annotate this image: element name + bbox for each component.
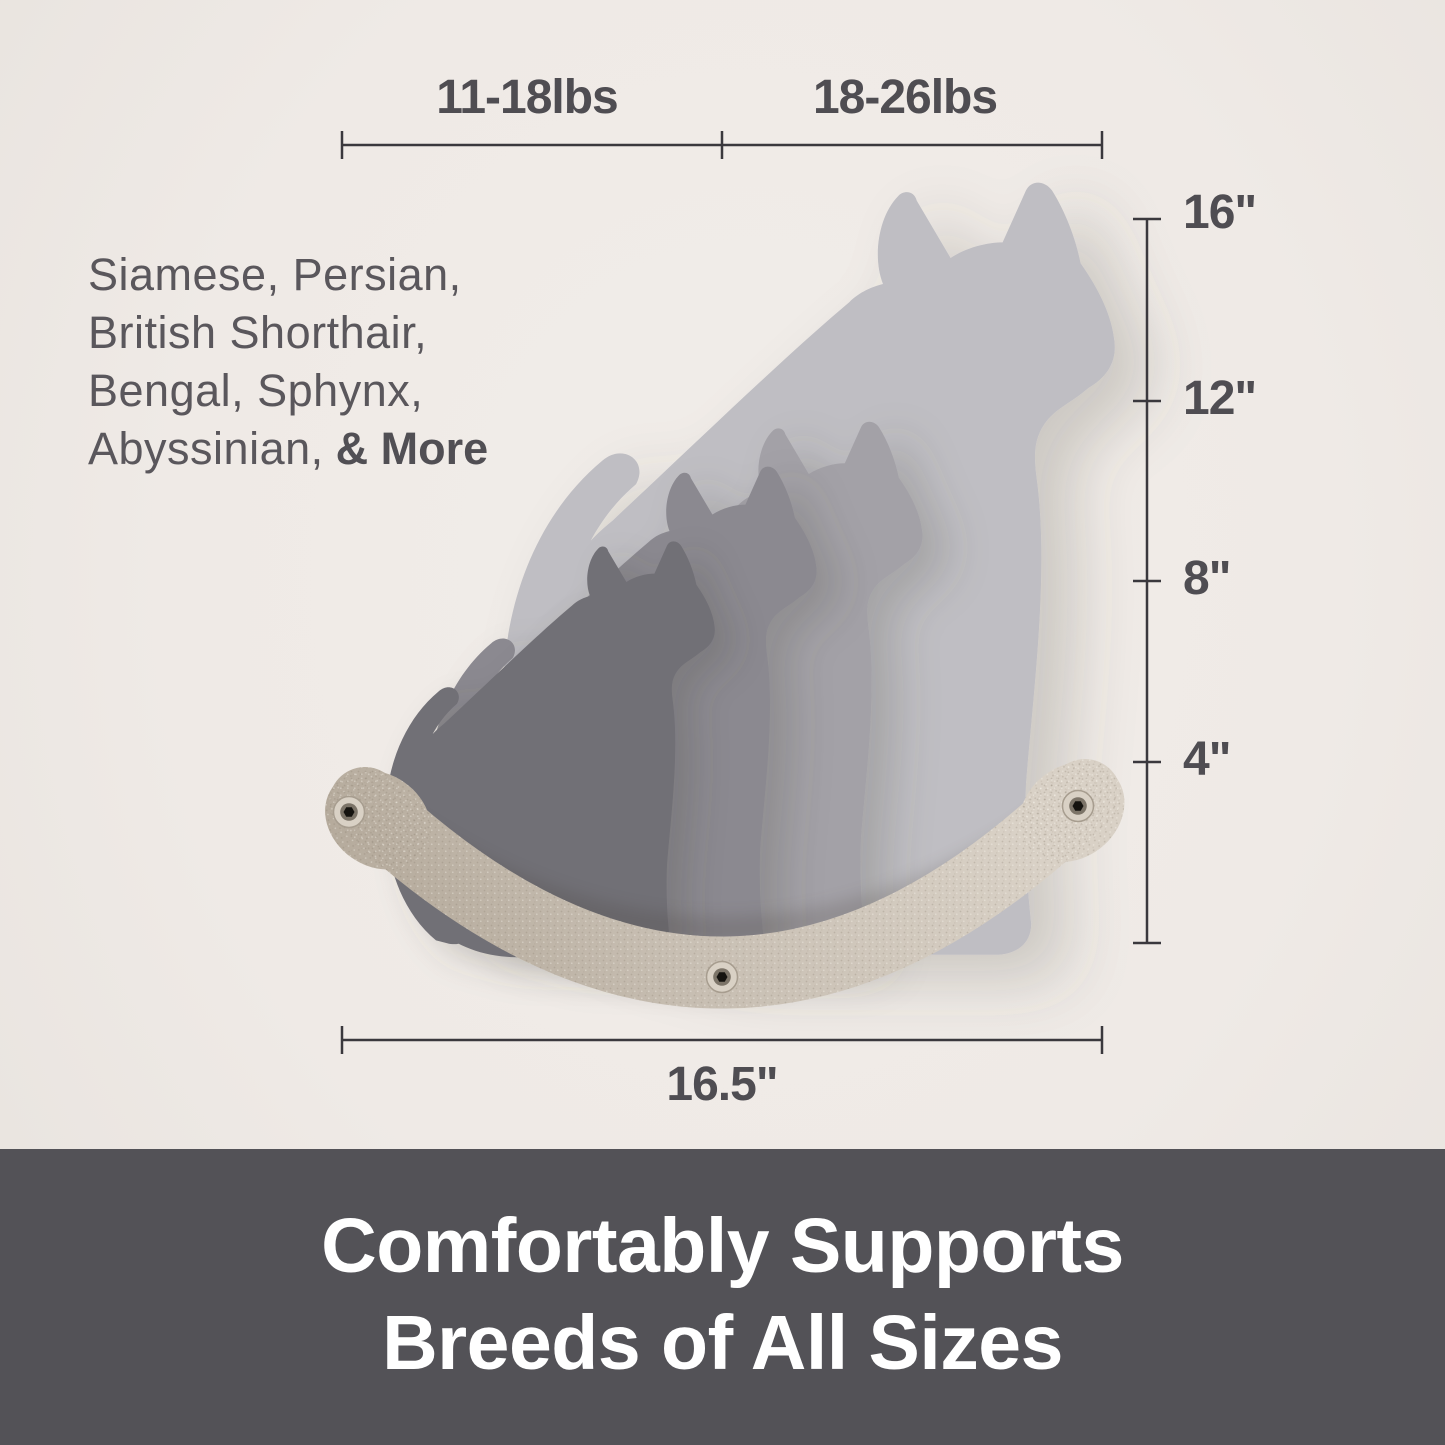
bottom-banner: Comfortably Supports Breeds of All Sizes <box>0 1149 1445 1445</box>
banner-line-2: Breeds of All Sizes <box>382 1300 1063 1386</box>
breed-more-emphasis: & More <box>335 423 489 474</box>
length-label: 16.5" <box>666 1058 778 1111</box>
weight-range-label-large: 18-26lbs <box>812 71 998 124</box>
screw-bottom <box>705 960 739 994</box>
height-label-8in: 8" <box>1183 552 1231 605</box>
breed-line-4-text: Abyssinian, <box>88 423 324 474</box>
banner-text: Comfortably Supports Breeds of All Sizes <box>0 1149 1445 1392</box>
measurement-rulers <box>340 131 1161 1054</box>
screw-right <box>1061 789 1095 823</box>
height-label-4in: 4" <box>1183 733 1231 786</box>
breed-line-1: Siamese, Persian, <box>88 249 462 300</box>
weight-ruler <box>340 131 1104 159</box>
height-label-16in: 16" <box>1183 186 1257 239</box>
breed-list: Siamese, Persian, British Shorthair, Ben… <box>88 246 488 478</box>
curved-shelf <box>325 759 1125 1009</box>
breed-line-2: British Shorthair, <box>88 307 428 358</box>
weight-range-label-small: 11-18lbs <box>436 71 618 124</box>
length-ruler <box>340 1026 1104 1054</box>
breed-line-3: Bengal, Sphynx, <box>88 365 424 416</box>
screw-left <box>332 795 366 829</box>
height-label-12in: 12" <box>1183 372 1257 425</box>
height-ruler <box>1133 217 1161 945</box>
banner-line-1: Comfortably Supports <box>321 1203 1124 1289</box>
breed-line-4: Abyssinian, & More <box>88 420 488 478</box>
